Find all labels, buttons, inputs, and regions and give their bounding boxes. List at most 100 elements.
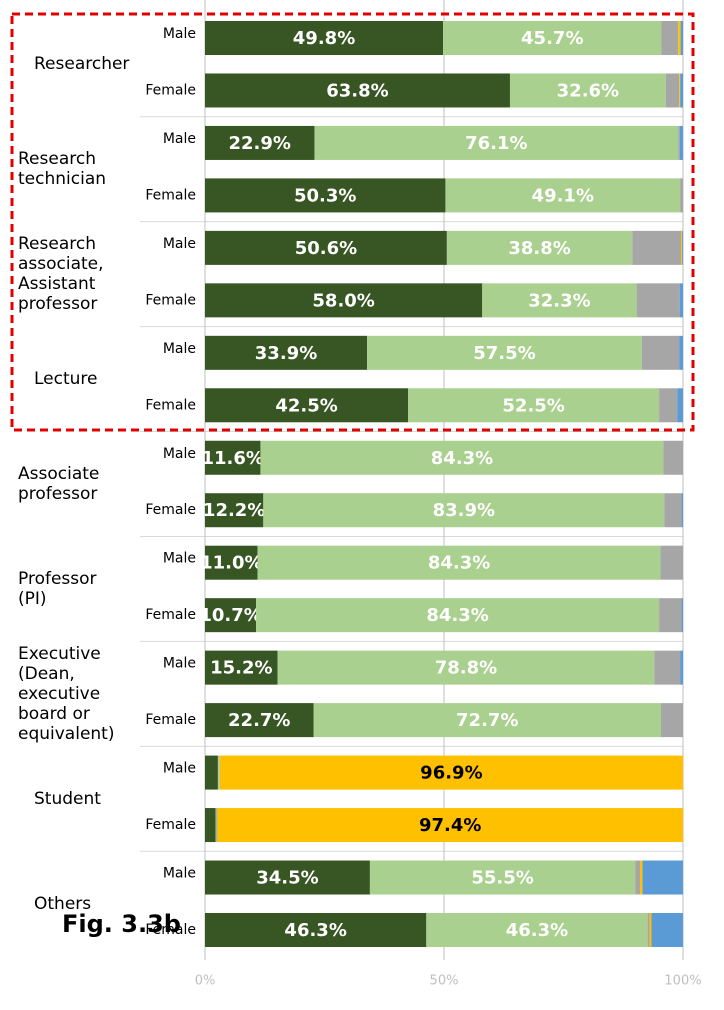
data-label: 22.9% [229, 133, 291, 154]
data-label: 63.8% [326, 80, 388, 101]
bar-segment [661, 703, 683, 738]
data-label: 33.9% [255, 343, 317, 364]
bar-segment [682, 230, 683, 265]
bar-segment [408, 388, 660, 423]
category-label: Male [163, 761, 196, 777]
bar-segment [649, 912, 652, 947]
bar-segment [677, 388, 683, 423]
group-label: Associate professor [18, 463, 100, 504]
group-label: Student [34, 788, 101, 809]
data-label: 97.4% [419, 815, 481, 836]
data-label: 49.8% [293, 28, 355, 49]
bar-segment [663, 440, 683, 475]
group-label: Lecture [34, 369, 98, 390]
data-label: 22.7% [228, 710, 290, 731]
bar-segment [632, 230, 682, 265]
category-label: Female [145, 82, 196, 98]
data-label: 55.5% [471, 868, 533, 889]
bar-segment [679, 335, 683, 370]
category-label: Male [163, 656, 196, 672]
data-label: 50.6% [295, 238, 357, 259]
group-label: Professor (PI) [18, 568, 97, 609]
bar-segment [205, 650, 278, 685]
data-label: 96.9% [420, 763, 482, 784]
data-label: 15.2% [210, 658, 272, 679]
bar-segment [263, 493, 665, 528]
data-label: 42.5% [275, 395, 337, 416]
bar-segment [205, 125, 315, 160]
bar-segment [642, 860, 683, 895]
bar-segment [443, 21, 662, 55]
data-label: 84.3% [428, 553, 490, 574]
bar-segment [217, 755, 220, 790]
data-label: 49.1% [532, 185, 594, 206]
bar-segment [205, 912, 427, 947]
bar-segment [665, 73, 680, 108]
bar-segment [679, 73, 681, 108]
x-tick-label: 100% [664, 974, 701, 989]
bar-segment [664, 493, 682, 528]
data-label: 11.6% [201, 448, 263, 469]
bar-segment [482, 283, 637, 318]
bar-segment [681, 598, 683, 633]
bar-segment [659, 388, 678, 423]
bar-segment [216, 808, 218, 843]
category-label: Male [163, 341, 196, 357]
bar-segment [654, 650, 681, 685]
bar-segment [661, 21, 679, 55]
x-tick-label: 50% [430, 974, 459, 989]
group-label: Executive (Dean, executive board or equi… [18, 643, 115, 744]
category-label: Female [145, 817, 196, 833]
data-label: 83.9% [433, 500, 495, 521]
highlight-box [10, 12, 695, 432]
bar-segment [679, 283, 683, 318]
bar-segment [260, 440, 664, 475]
bar-segment [205, 493, 264, 528]
data-label: 78.8% [435, 658, 497, 679]
bar-segment [205, 178, 446, 213]
bar-segment [369, 860, 636, 895]
x-tick-label: 0% [195, 974, 216, 989]
category-label: Male [163, 866, 196, 882]
group-label: Others [34, 893, 92, 914]
category-label: Male [163, 551, 196, 567]
category-label: Female [145, 607, 196, 623]
bar-segment [639, 860, 643, 895]
bar-segment [660, 545, 683, 580]
data-label: 52.5% [502, 395, 564, 416]
bar-segment [257, 545, 661, 580]
data-label: 32.3% [528, 290, 590, 311]
bar-segment [681, 493, 683, 528]
bar-segment [509, 73, 666, 108]
bar-segment [641, 335, 680, 370]
category-label: Male [163, 236, 196, 252]
data-label: 11.0% [200, 553, 262, 574]
chart-title: Fig. 3.3b [62, 910, 181, 938]
category-label: Female [145, 922, 196, 938]
data-label: 46.3% [506, 920, 568, 941]
bar-segment [680, 178, 683, 213]
bar-segment [205, 598, 257, 633]
bar-segment [680, 73, 683, 108]
category-label: Female [145, 712, 196, 728]
category-label: Female [145, 187, 196, 203]
group-label: Research technician [18, 149, 107, 190]
data-label: 34.5% [256, 868, 318, 889]
data-label: 76.1% [465, 133, 527, 154]
bar-segment [680, 650, 683, 685]
bar-segment [277, 650, 655, 685]
data-label: 50.3% [294, 185, 356, 206]
bar-segment [680, 21, 683, 55]
data-label: 45.7% [521, 28, 583, 49]
bar-segment [205, 230, 447, 265]
bar-segment [205, 860, 370, 895]
bar-segment [205, 388, 409, 423]
category-label: Male [163, 131, 196, 147]
data-label: 38.8% [508, 238, 570, 259]
bar-segment [205, 73, 510, 108]
bar-segment [659, 598, 682, 633]
bar-segment [215, 808, 217, 843]
bar-segment [205, 808, 216, 843]
